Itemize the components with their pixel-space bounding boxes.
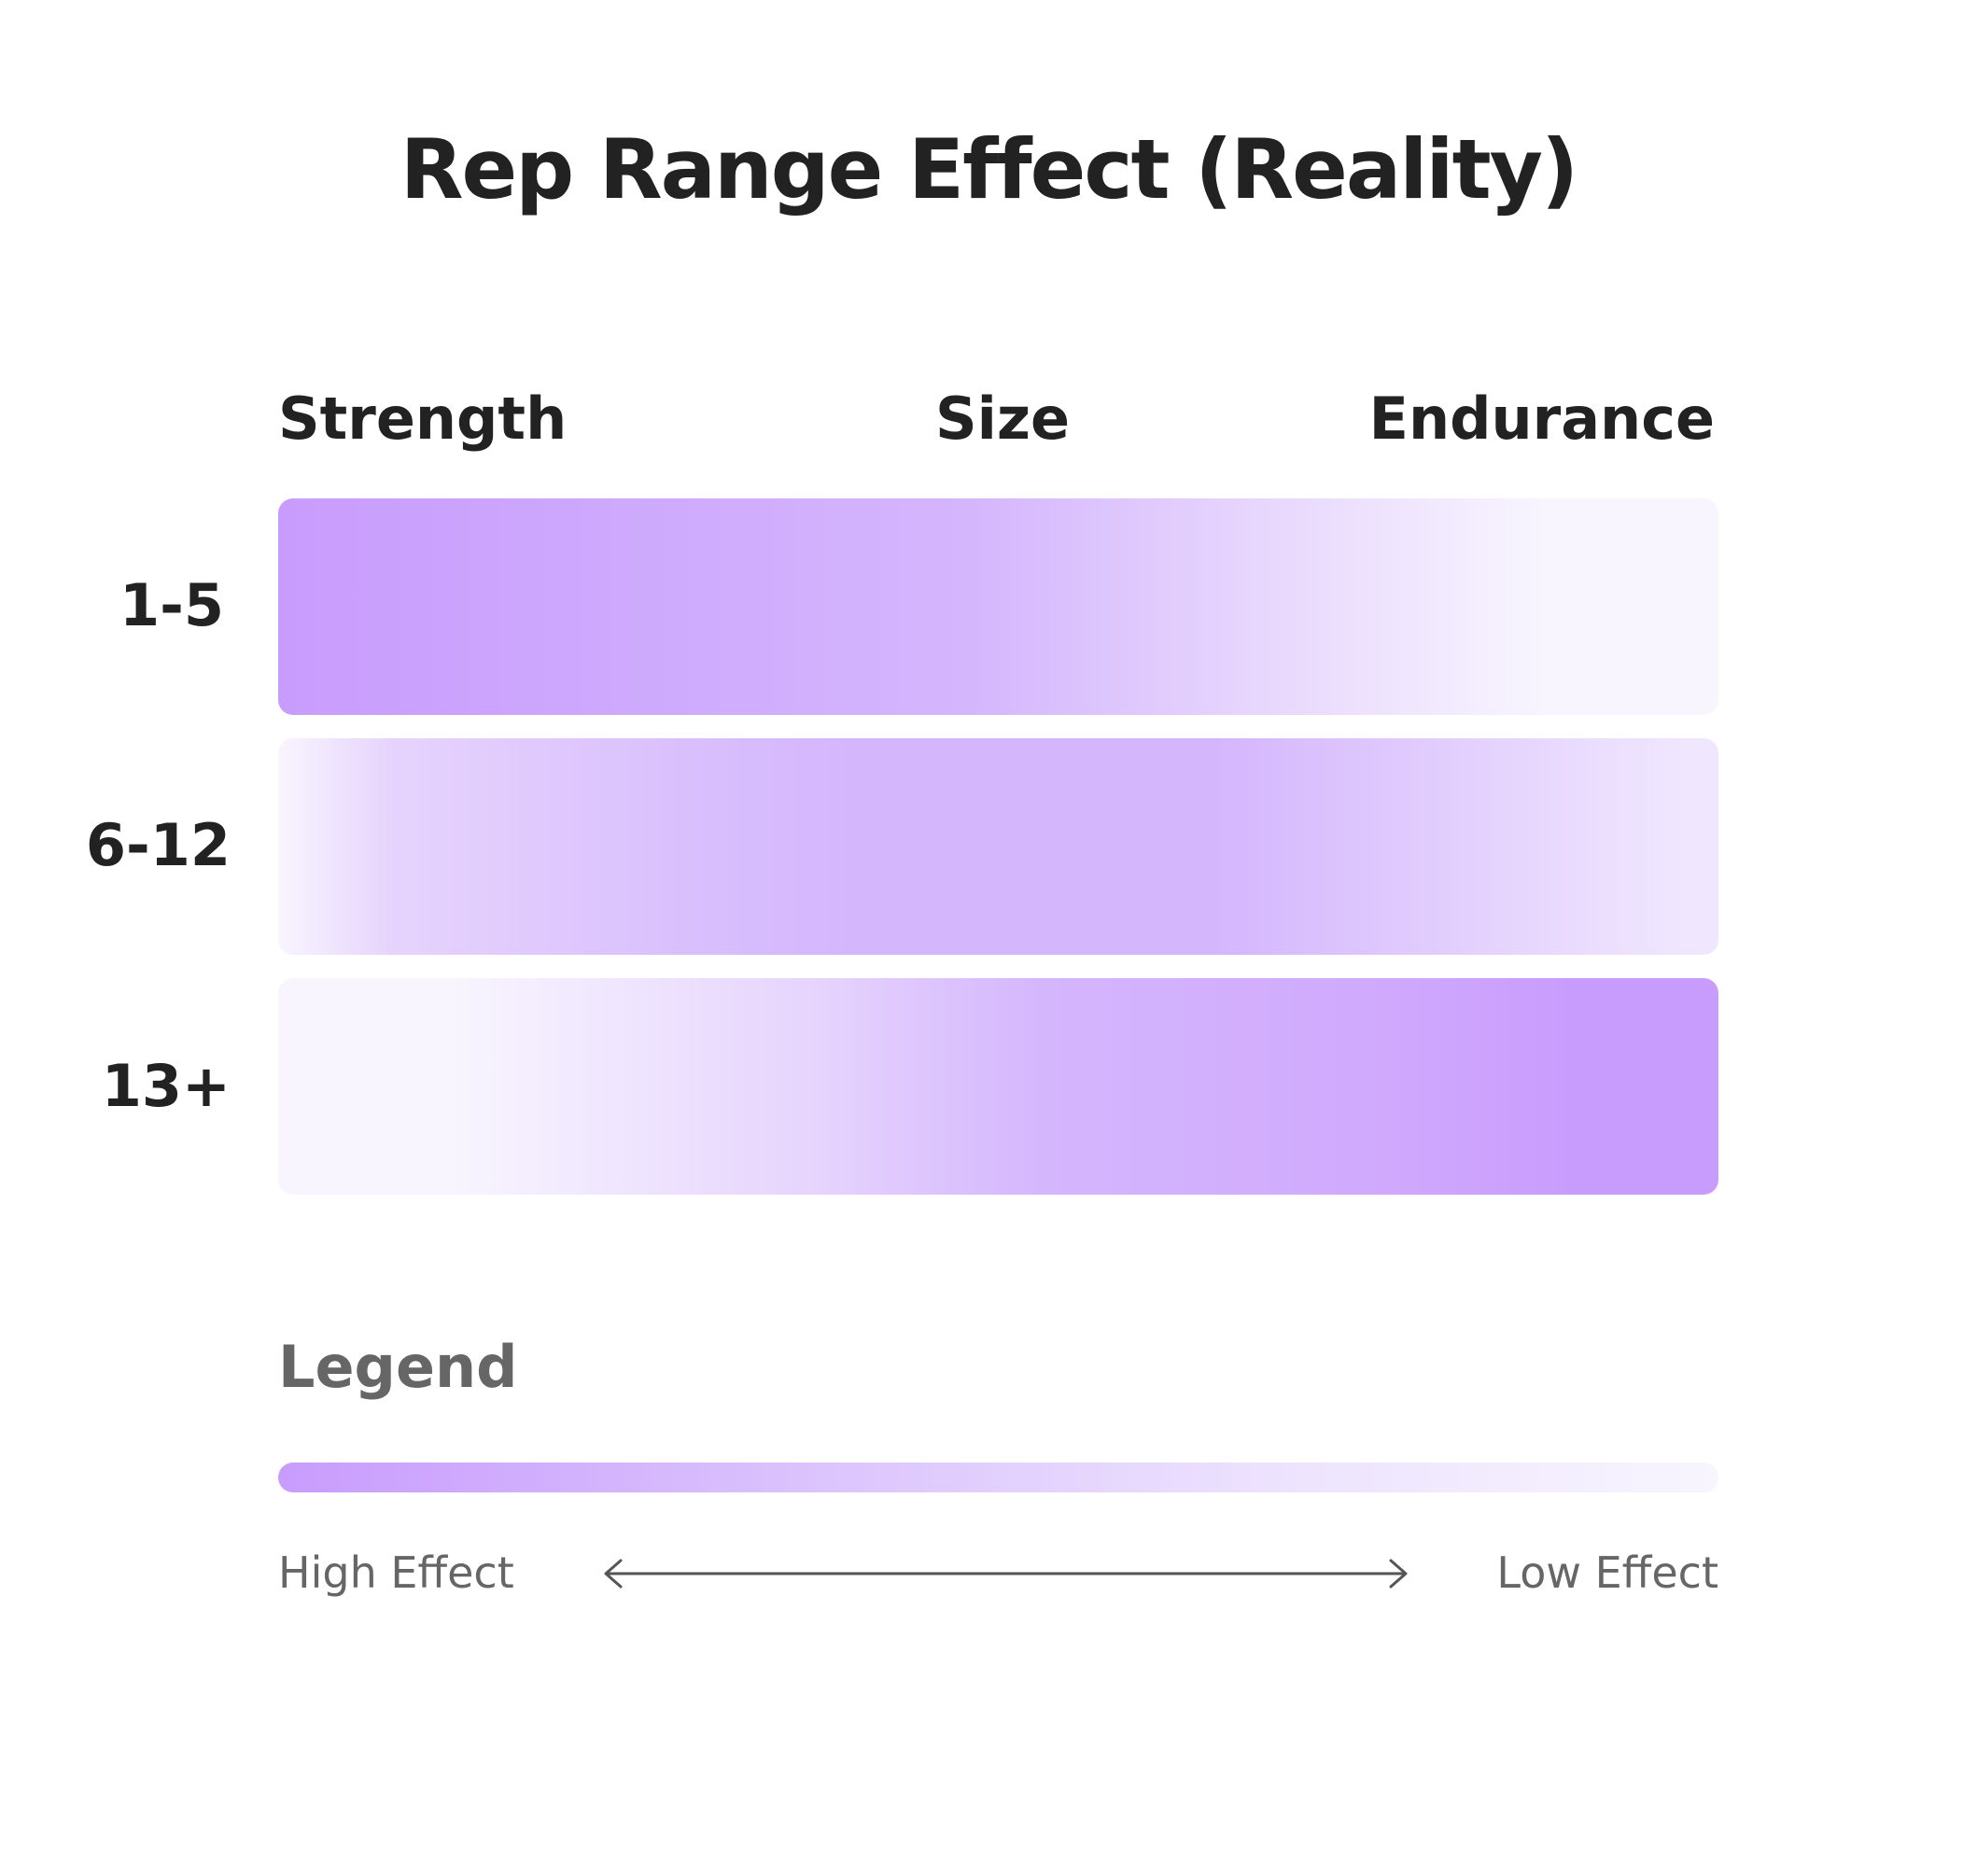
row-label-6-12: 6-12: [85, 811, 231, 879]
row-label-1-5: 1-5: [119, 571, 224, 639]
diagram-title: Rep Range Effect (Reality): [400, 121, 1578, 217]
double-arrow-icon: [604, 1559, 1408, 1589]
legend-gradient-bar: [278, 1463, 1718, 1492]
column-header-size: Size: [935, 385, 1071, 453]
column-header-strength: Strength: [278, 385, 568, 453]
column-header-endurance: Endurance: [1368, 385, 1715, 453]
legend-title: Legend: [278, 1333, 518, 1401]
row-label-13-plus: 13+: [101, 1052, 231, 1120]
effect-bar-1-5: [278, 498, 1718, 715]
legend-low-label: Low Effect: [1496, 1547, 1718, 1598]
effect-bar-13-plus: [278, 978, 1718, 1195]
legend-high-label: High Effect: [278, 1547, 514, 1598]
effect-bar-6-12: [278, 738, 1718, 955]
